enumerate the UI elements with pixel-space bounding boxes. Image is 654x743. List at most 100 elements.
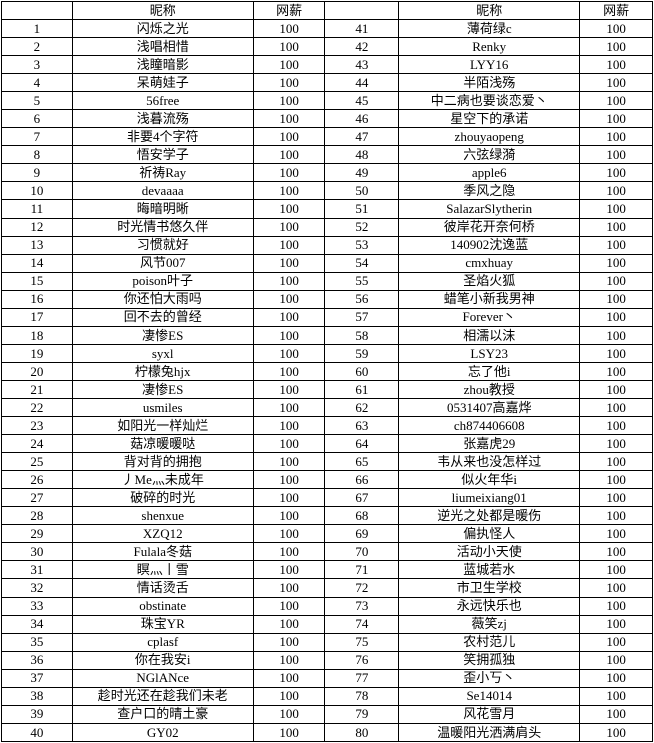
rank-cell: 42 [324,37,400,57]
table-row: 20 柠檬兔hjx 100 60 忘了他i 100 [1,361,653,381]
nickname-column-header: 昵称 [71,1,254,20]
salary-cell: 100 [252,181,326,201]
nickname-cell: cmxhuay [398,253,581,273]
nickname-cell: 你在我安i [71,650,254,670]
nickname-column-header: 昵称 [398,1,581,20]
nickname-cell: 歪小丂丶 [398,668,581,688]
salary-cell: 100 [252,416,326,436]
rank-cell: 24 [1,434,73,454]
rank-cell: 7 [1,127,73,147]
salary-cell: 100 [252,668,326,688]
rank-cell: 57 [324,307,400,327]
table-row: 3 浅瞳暗影 100 43 LYY16 100 [1,55,653,75]
salary-cell: 100 [252,614,326,634]
salary-cell: 100 [252,434,326,454]
salary-cell: 100 [579,18,653,39]
nickname-cell: 回不去的曾经 [71,307,254,327]
nickname-cell: 市卫生学校 [398,578,581,598]
salary-cell: 100 [252,235,326,255]
rank-cell: 54 [324,253,400,273]
nickname-cell: 56free [71,91,254,111]
nickname-cell: SalazarSlytherin [398,199,581,219]
rank-cell: 19 [1,343,73,363]
rank-cell: 76 [324,650,400,670]
rank-cell: 6 [1,109,73,129]
table-row: 6 浅暮流殇 100 46 星空下的承诺 100 [1,109,653,129]
salary-cell: 100 [579,596,653,616]
nickname-cell: 似火年华i [398,470,581,490]
nickname-cell: 凄惨ES [71,379,254,399]
table-row: 24 菇凉暖暖哒 100 64 张嘉虎29 100 [1,434,653,454]
nickname-cell: 闪烁之光 [71,18,254,39]
nickname-cell: 非要4个字符 [71,127,254,147]
salary-cell: 100 [579,163,653,183]
table-row: 11 晦暗明晰 100 51 SalazarSlytherin 100 [1,199,653,219]
rank-cell: 38 [1,686,73,706]
rank-cell: 51 [324,199,400,219]
rank-cell: 1 [1,18,73,39]
salary-cell: 100 [579,73,653,93]
nickname-cell: 情话烫舌 [71,578,254,598]
table-row: 15 poison叶子 100 55 圣焰火狐 100 [1,271,653,291]
salary-cell: 100 [252,127,326,147]
rank-cell: 16 [1,289,73,309]
nickname-cell: 背对背的拥抱 [71,452,254,472]
salary-cell: 100 [252,91,326,111]
salary-cell: 100 [252,506,326,526]
salary-cell: 100 [579,524,653,544]
rank-cell: 3 [1,55,73,75]
nickname-cell: 永远快乐也 [398,596,581,616]
rank-cell: 45 [324,91,400,111]
rank-cell: 18 [1,325,73,345]
salary-cell: 100 [579,127,653,147]
salary-cell: 100 [252,18,326,39]
salary-cell: 100 [579,686,653,706]
rank-cell: 79 [324,704,400,724]
rank-cell: 47 [324,127,400,147]
nickname-cell: NGlANce [71,668,254,688]
rank-cell: 14 [1,253,73,273]
nickname-cell: 薇笑zj [398,614,581,634]
table-row: 8 悟安学子 100 48 六弦绿漪 100 [1,145,653,165]
nickname-cell: XZQ12 [71,524,254,544]
nickname-cell: 星空下的承诺 [398,109,581,129]
nickname-cell: 中二病也要谈恋爱丶 [398,91,581,111]
nickname-cell: 0531407高嘉烨 [398,397,581,418]
nickname-cell: 浅暮流殇 [71,109,254,129]
nickname-cell: devaaaa [71,181,254,201]
salary-cell: 100 [252,325,326,345]
salary-cell: 100 [579,434,653,454]
nickname-cell: 祈祷Ray [71,163,254,183]
nickname-cell: ch874406608 [398,416,581,436]
salary-cell: 100 [579,614,653,634]
rank-cell: 66 [324,470,400,490]
table-row: 31 瞑灬丨雪 100 71 蓝城若水 100 [1,560,653,580]
rank-cell: 59 [324,343,400,363]
rank-cell: 27 [1,488,73,508]
nickname-cell: 菇凉暖暖哒 [71,434,254,454]
nickname-cell: syxl [71,343,254,363]
rank-cell: 5 [1,91,73,111]
nickname-cell: liumeixiang01 [398,488,581,508]
salary-cell: 100 [579,361,653,381]
salary-cell: 100 [252,361,326,381]
salary-cell: 100 [579,109,653,129]
salary-cell: 100 [252,37,326,57]
table-row: 12 时光情书悠久伴 100 52 彼岸花开奈何桥 100 [1,217,653,237]
table-row: 13 习惯就好 100 53 140902沈逸蓝 100 [1,235,653,255]
rank-cell: 48 [324,145,400,165]
table-row: 38 趁时光还在趁我们未老 100 78 Se14014 100 [1,686,653,706]
rank-cell: 2 [1,37,73,57]
rank-cell: 64 [324,434,400,454]
salary-cell: 100 [252,524,326,544]
salary-cell: 100 [252,379,326,399]
nickname-cell: 趁时光还在趁我们未老 [71,686,254,706]
nickname-cell: Forever丶 [398,307,581,327]
rank-cell: 56 [324,289,400,309]
rank-cell: 69 [324,524,400,544]
salary-cell: 100 [252,145,326,165]
salary-cell: 100 [252,488,326,508]
rank-cell: 49 [324,163,400,183]
salary-cell: 100 [252,578,326,598]
salary-cell: 100 [252,109,326,129]
